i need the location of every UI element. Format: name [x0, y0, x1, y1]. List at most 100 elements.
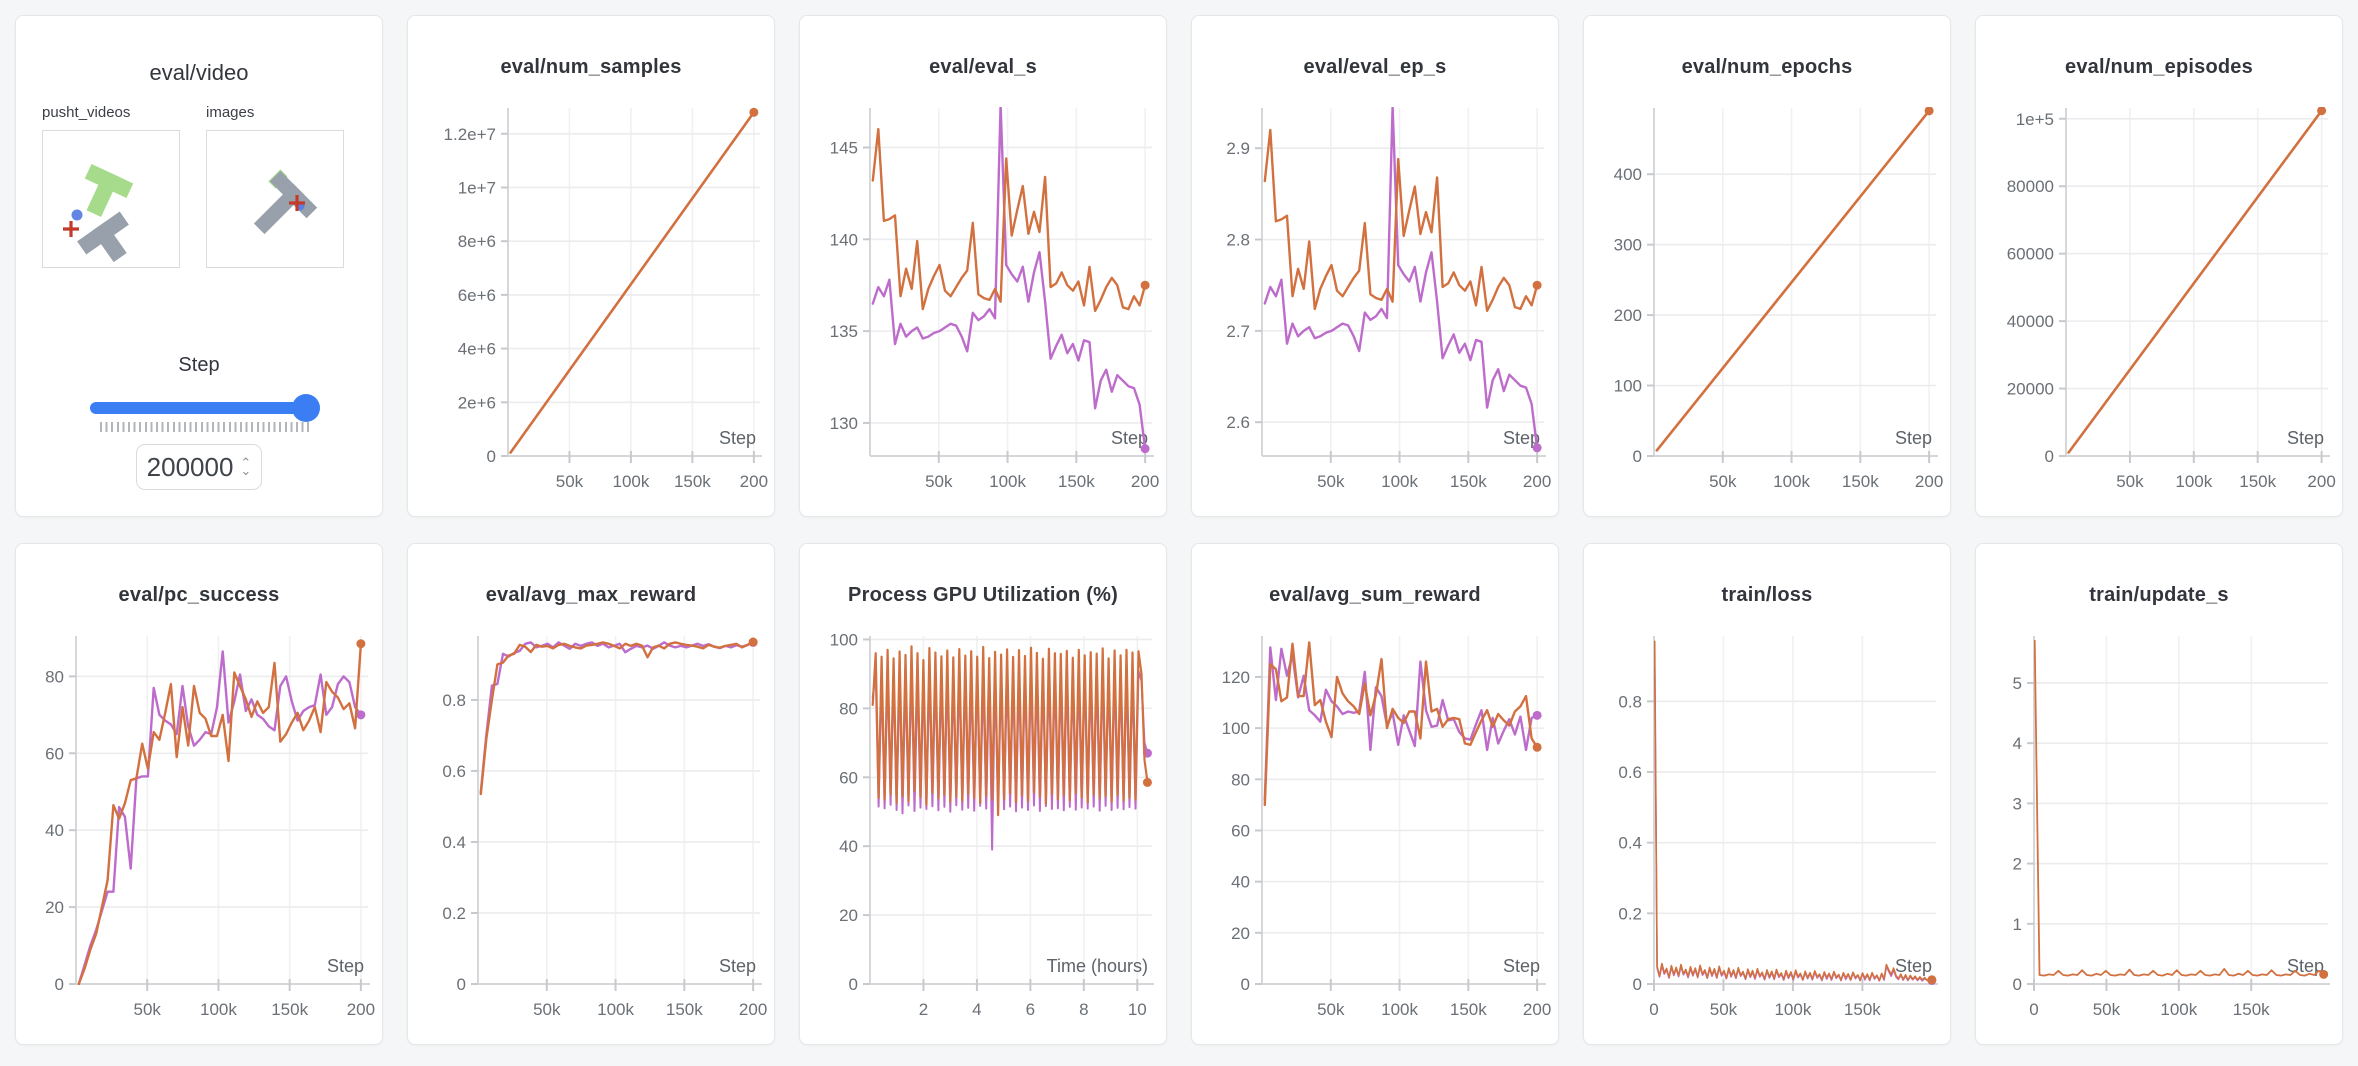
- svg-text:80: 80: [45, 667, 64, 686]
- svg-text:200: 200: [347, 1000, 375, 1019]
- images-scene-image: [253, 169, 318, 235]
- svg-text:8: 8: [1079, 1000, 1088, 1019]
- svg-text:1e+5: 1e+5: [2016, 110, 2054, 129]
- chart-panel-num_epochs: eval/num_epochs 0 100 200 300 400 50k 100k 150k 2…: [1583, 15, 1951, 517]
- svg-text:50k: 50k: [533, 1000, 561, 1019]
- svg-text:2.8: 2.8: [1226, 231, 1250, 250]
- series-end-dot: [749, 107, 759, 117]
- chart-canvas-num_epochs[interactable]: 0 100 200 300 400 50k 100k 150k 200 Step: [1584, 16, 1951, 517]
- chart-canvas-num_episodes[interactable]: 0 20000 40000 60000 80000 1e+5 50k 100k 150k 200 S…: [1976, 16, 2343, 517]
- series-run-orange: [479, 640, 755, 796]
- series-end-dot: [356, 710, 366, 720]
- svg-text:200: 200: [739, 1000, 767, 1019]
- step-slider-thumb[interactable]: [292, 394, 320, 422]
- step-input[interactable]: 200000 ⌃ ⌄: [136, 444, 262, 490]
- chart-canvas-num_samples[interactable]: 0 2e+6 4e+6 6e+6 8e+6 1e+7 1.2e+7 50k 100k 150k 20…: [408, 16, 775, 517]
- series-run-orange: [77, 642, 363, 985]
- series-run-purple: [871, 107, 1147, 450]
- chart-canvas-eval_ep_s[interactable]: 2.6 2.7 2.8 2.9 50k 100k 150k 200 Step: [1192, 16, 1559, 517]
- video-thumbnail-images[interactable]: [206, 130, 344, 268]
- svg-text:40: 40: [1231, 873, 1250, 892]
- video-thumbnail-pusht-videos[interactable]: [42, 130, 180, 268]
- svg-text:200: 200: [1915, 472, 1943, 491]
- chart-title: train/loss: [1721, 584, 1813, 606]
- chart-title: Process GPU Utilization (%): [848, 584, 1118, 606]
- svg-text:2e+6: 2e+6: [458, 393, 496, 412]
- svg-text:5: 5: [2013, 674, 2022, 693]
- svg-text:400: 400: [1614, 165, 1642, 184]
- chart-title: eval/avg_max_reward: [485, 584, 697, 606]
- svg-text:150k: 150k: [1450, 472, 1487, 491]
- series-end-dot: [2317, 107, 2327, 116]
- svg-text:2.7: 2.7: [1226, 322, 1250, 341]
- svg-text:4e+6: 4e+6: [458, 340, 496, 359]
- svg-text:1.2e+7: 1.2e+7: [444, 125, 496, 144]
- svg-text:300: 300: [1614, 236, 1642, 255]
- spinner-up-icon[interactable]: ⌃: [240, 455, 252, 470]
- chart-canvas-gpu_util[interactable]: 0 20 40 60 80 100 2 4 6 8 10 Time (hours): [800, 544, 1167, 1045]
- series-end-dot: [1532, 710, 1542, 720]
- chart-canvas-pc_success[interactable]: 0 20 40 60 80 50k 100k 150k 200 Step: [16, 544, 383, 1045]
- chart-panel-train_update_s: train/update_s 0 1 2 3 4 5 0 50k 100k 150k Step: [1975, 543, 2343, 1045]
- series-run-purple: [77, 650, 363, 985]
- svg-text:2: 2: [919, 1000, 928, 1019]
- svg-text:10: 10: [1128, 1000, 1147, 1019]
- svg-text:0.2: 0.2: [1618, 904, 1642, 923]
- svg-text:100k: 100k: [2175, 472, 2212, 491]
- svg-text:100k: 100k: [1773, 472, 1810, 491]
- svg-text:40000: 40000: [2007, 312, 2054, 331]
- svg-text:60: 60: [45, 744, 64, 763]
- chart-panel-pc_success: eval/pc_success 0 20 40 60 80 50k 100k 150k 200 St…: [15, 543, 383, 1045]
- svg-text:135: 135: [830, 322, 858, 341]
- series-end-dot: [1142, 777, 1152, 787]
- svg-text:80000: 80000: [2007, 177, 2054, 196]
- chart-title: eval/num_episodes: [2065, 56, 2253, 78]
- series-end-dot: [356, 639, 366, 649]
- chart-title: eval/pc_success: [118, 584, 280, 606]
- svg-text:80: 80: [839, 699, 858, 718]
- series-run: [509, 111, 756, 454]
- chart-canvas-train_loss[interactable]: 0 0.2 0.4 0.6 0.8 0 50k 100k 150k Step: [1584, 544, 1951, 1045]
- svg-text:0: 0: [1649, 1000, 1658, 1019]
- chart-canvas-avg_sum_reward[interactable]: 0 20 40 60 80 100 120 50k 100k 150k 200 Step: [1192, 544, 1559, 1045]
- svg-text:0: 0: [2045, 447, 2054, 466]
- video-caption-pusht-videos: pusht_videos: [42, 104, 131, 121]
- svg-text:0.8: 0.8: [1618, 692, 1642, 711]
- svg-text:20: 20: [839, 906, 858, 925]
- step-slider[interactable]: [90, 394, 320, 422]
- svg-text:150k: 150k: [1844, 1000, 1881, 1019]
- x-axis-label: Step: [1895, 956, 1932, 976]
- svg-text:150k: 150k: [2239, 472, 2276, 491]
- svg-text:200: 200: [1523, 1000, 1551, 1019]
- svg-text:150k: 150k: [1842, 472, 1879, 491]
- x-axis-label: Step: [2287, 428, 2324, 448]
- svg-text:130: 130: [830, 414, 858, 433]
- svg-text:20000: 20000: [2007, 380, 2054, 399]
- spinner-down-icon[interactable]: ⌄: [240, 463, 252, 478]
- svg-text:50k: 50k: [1317, 1000, 1345, 1019]
- chart-title: eval/num_epochs: [1681, 56, 1853, 78]
- series-run-orange: [871, 645, 1149, 817]
- series-run-orange: [1263, 128, 1539, 312]
- chart-canvas-eval_s[interactable]: 130 135 140 145 50k 100k 150k 200 Step: [800, 16, 1167, 517]
- series-run-orange: [1654, 640, 1933, 982]
- chart-canvas-avg_max_reward[interactable]: 0 0.2 0.4 0.6 0.8 50k 100k 150k 200 Step: [408, 544, 775, 1045]
- svg-text:0.4: 0.4: [442, 833, 466, 852]
- series-run: [2067, 109, 2323, 454]
- step-input-value[interactable]: 200000: [146, 451, 234, 482]
- svg-text:145: 145: [830, 138, 858, 157]
- step-input-spinner[interactable]: ⌃ ⌄: [240, 455, 252, 478]
- series-run-purple: [479, 641, 755, 794]
- chart-panel-num_episodes: eval/num_episodes 0 20000 40000 60000 80000 1e…: [1975, 15, 2343, 517]
- chart-title: eval/avg_sum_reward: [1269, 584, 1481, 606]
- svg-text:60000: 60000: [2007, 245, 2054, 264]
- chart-panel-avg_max_reward: eval/avg_max_reward 0 0.2 0.4 0.6 0.8 50k 100k 1…: [407, 543, 775, 1045]
- svg-text:80: 80: [1231, 770, 1250, 789]
- svg-text:100: 100: [1614, 377, 1642, 396]
- svg-text:50k: 50k: [925, 472, 953, 491]
- svg-text:50k: 50k: [2093, 1000, 2121, 1019]
- svg-text:150k: 150k: [674, 472, 711, 491]
- video-thumbnails: pusht_videos: [42, 104, 360, 268]
